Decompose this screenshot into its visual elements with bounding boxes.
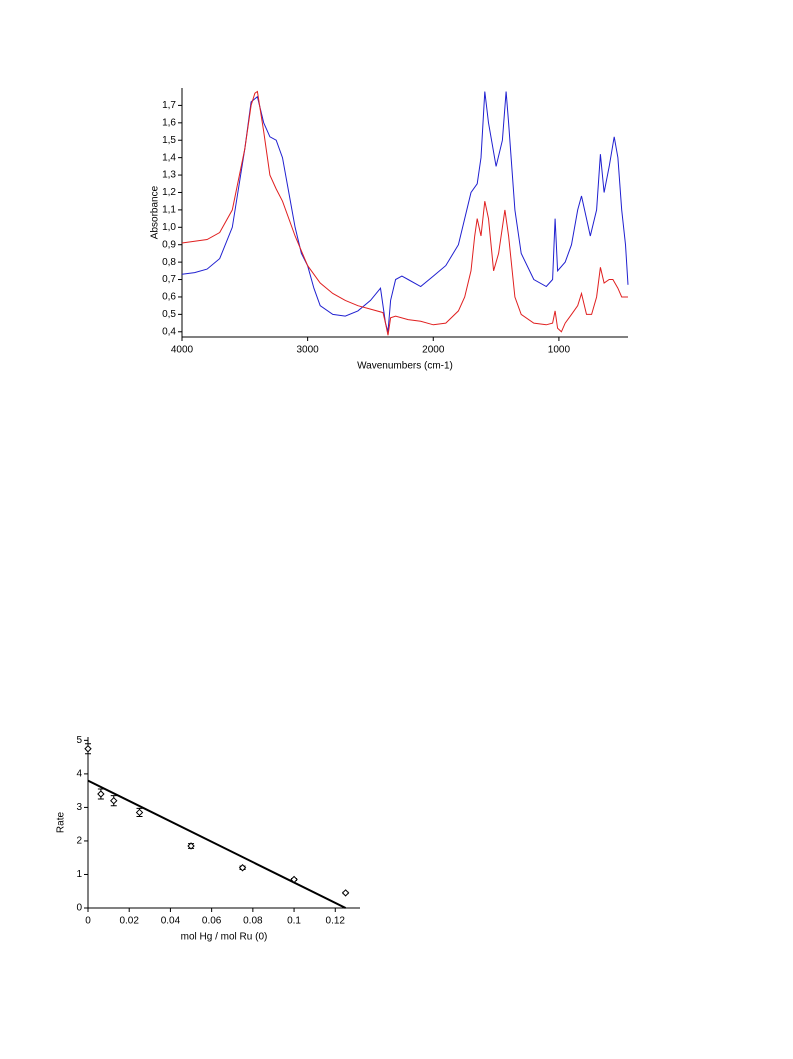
x-tick-label: 0.02 (119, 916, 139, 927)
y-tick-label: 1,6 (162, 117, 176, 128)
y-tick-label: 0,4 (162, 326, 176, 337)
x-tick-label: 0.06 (202, 916, 222, 927)
y-tick-label: 1,5 (162, 135, 176, 146)
y-tick-label: 1,3 (162, 170, 176, 181)
y-tick-label: 2 (76, 836, 82, 847)
y-tick-label: 0,7 (162, 274, 176, 285)
y-tick-label: 3 (76, 802, 82, 813)
fit-line (87, 779, 347, 909)
x-tick-label: 0.12 (326, 916, 346, 927)
y-tick-label: 1 (76, 869, 82, 880)
x-tick-label: 3000 (297, 345, 320, 356)
data-point (341, 889, 350, 897)
x-axis-label: mol Hg / mol Ru (0) (181, 932, 268, 943)
data-point (135, 808, 144, 817)
y-tick-label: 1,2 (162, 187, 176, 198)
y-tick-label: 0,6 (162, 292, 176, 303)
y-tick-label: 4 (76, 769, 82, 780)
data-point (110, 796, 118, 805)
y-tick-label: 0 (76, 903, 82, 914)
data-point (84, 745, 92, 753)
y-tick-label: 1,0 (162, 222, 176, 233)
data-point (290, 875, 298, 884)
x-tick-label: 0.1 (287, 916, 301, 927)
spectrum-line (181, 90, 628, 336)
x-tick-label: 0.08 (243, 916, 263, 927)
x-tick-label: 0.04 (161, 916, 181, 927)
y-axis-label: Absorbance (150, 185, 161, 239)
y-tick-label: 0,8 (162, 257, 176, 268)
x-tick-label: 2000 (422, 345, 445, 356)
y-tick-label: 1,4 (162, 152, 176, 163)
y-tick-label: 5 (76, 735, 82, 746)
data-point (238, 864, 247, 872)
y-tick-label: 0,5 (162, 309, 176, 320)
data-point (187, 842, 195, 850)
spectrum-line (181, 91, 629, 332)
y-tick-label: 0,9 (162, 239, 176, 250)
x-tick-label: 4000 (171, 345, 194, 356)
y-tick-label: 1,1 (162, 205, 176, 216)
y-tick-label: 1,7 (162, 100, 176, 111)
x-tick-label: 0 (85, 916, 91, 927)
x-axis-label: Wavenumbers (cm-1) (357, 361, 453, 372)
y-axis-label: Rate (56, 812, 67, 834)
data-point (97, 790, 105, 798)
x-tick-label: 1000 (548, 345, 571, 356)
